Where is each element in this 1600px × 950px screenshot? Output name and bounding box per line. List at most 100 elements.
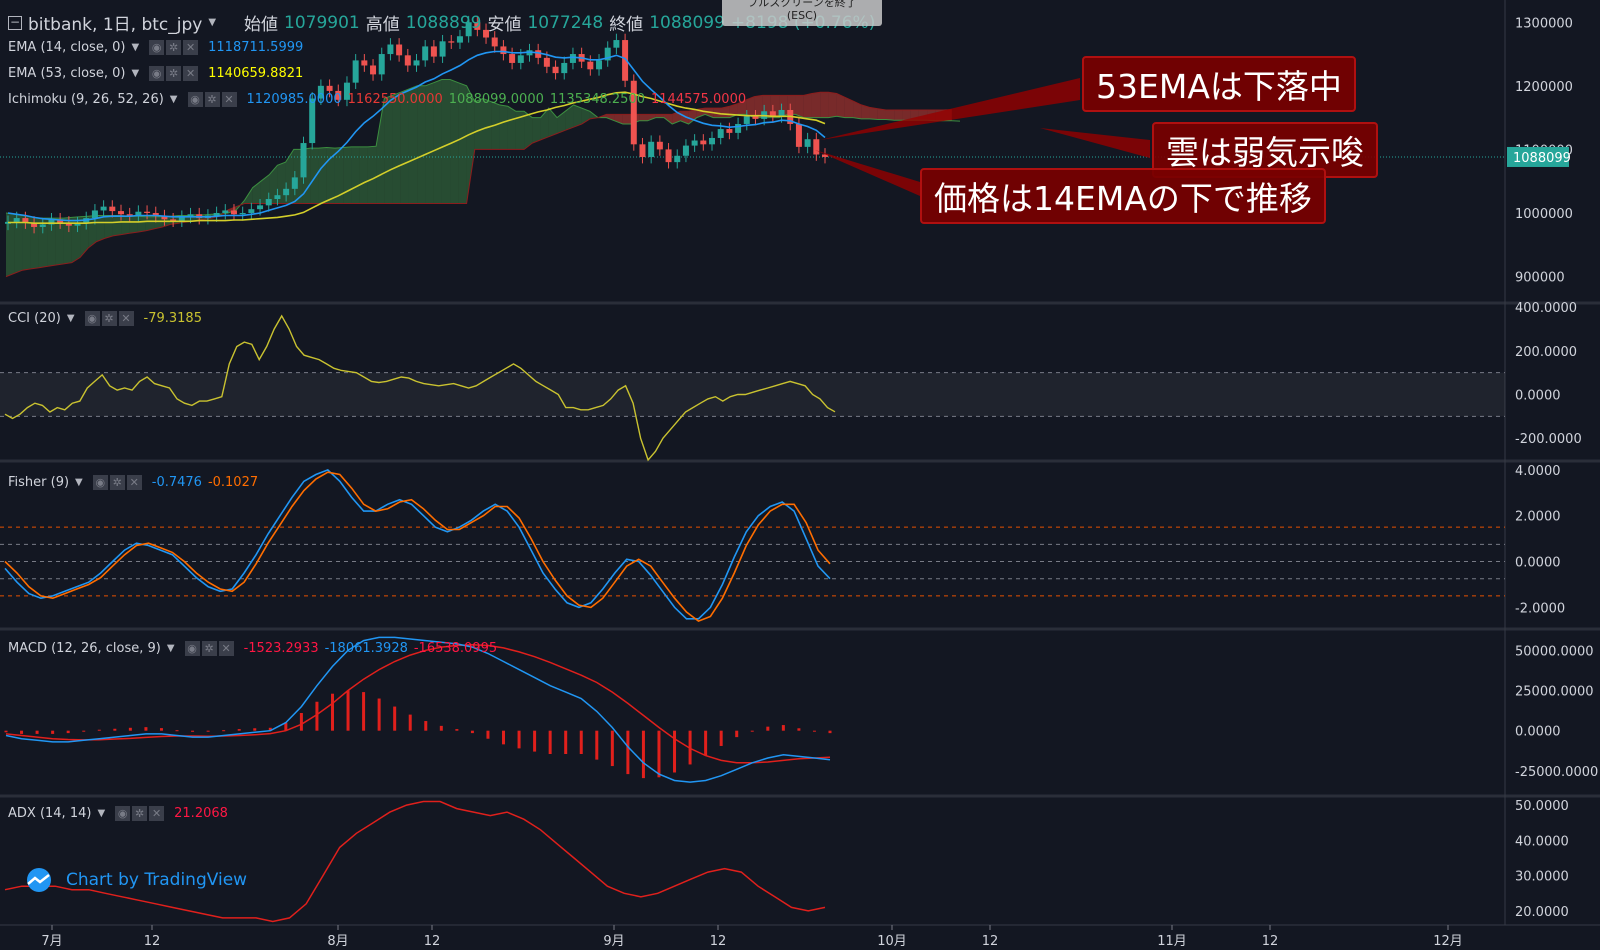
study-value: -1523.2933	[243, 641, 319, 656]
price-axis-label: 900000	[1515, 271, 1565, 286]
gear-icon[interactable]: ✲	[201, 641, 217, 656]
close-icon[interactable]: ✕	[221, 92, 237, 107]
chevron-down-icon[interactable]: ▼	[66, 313, 75, 324]
candle-body	[613, 40, 620, 48]
macd-axis-label: 25000.0000	[1515, 684, 1594, 699]
candle-body	[648, 141, 655, 158]
gear-icon[interactable]: ✲	[109, 475, 125, 490]
candle-body	[456, 36, 463, 43]
ichimoku-cloud-segment	[787, 95, 796, 115]
close-icon[interactable]: ✕	[149, 806, 165, 821]
adx-axis-label: 30.0000	[1515, 870, 1569, 885]
candle-body	[474, 22, 481, 30]
eye-icon[interactable]: ◉	[184, 641, 200, 656]
candle-body	[535, 50, 542, 58]
tradingview-branding[interactable]: Chart by TradingView	[22, 868, 247, 892]
chevron-down-icon[interactable]: ▼	[97, 808, 106, 819]
candle-body	[144, 211, 151, 213]
candle-body	[404, 55, 411, 66]
study-legend-adx[interactable]: ADX (14, 14) ▼ ◉ ✲ ✕ 21.2068	[8, 806, 228, 821]
candle-body	[257, 205, 264, 210]
study-legend-ema14[interactable]: EMA (14, close, 0) ▼ ◉ ✲ ✕ 1118711.5999	[8, 40, 303, 55]
gear-icon[interactable]: ✲	[132, 806, 148, 821]
close-icon[interactable]: ✕	[118, 311, 134, 326]
ichimoku-cloud-segment	[293, 149, 303, 204]
study-legend-fisher[interactable]: Fisher (9) ▼ ◉ ✲ ✕ -0.7476 -0.1027	[8, 475, 258, 490]
fullscreen-exit-button[interactable]: フルスクリーンを終了 (ESC)	[722, 0, 882, 26]
candle-body	[265, 199, 272, 206]
chevron-down-icon[interactable]: ▼	[75, 477, 83, 488]
macd-histogram-bar	[548, 730, 552, 754]
close-icon[interactable]: ✕	[218, 641, 234, 656]
ichimoku-cloud-segment	[326, 147, 335, 204]
ichimoku-cloud-segment	[400, 89, 409, 204]
eye-icon[interactable]: ◉	[187, 92, 203, 107]
annotation-pointer	[815, 150, 920, 196]
macd-histogram-bar	[330, 693, 334, 731]
chevron-down-icon[interactable]: ▼	[131, 42, 140, 53]
ichimoku-cloud-segment	[425, 82, 434, 204]
candle-body	[752, 116, 759, 119]
fullscreen-exit-shortcut: (ESC)	[786, 9, 818, 22]
gear-icon[interactable]: ✲	[166, 40, 182, 55]
macd-histogram-bar	[579, 730, 583, 754]
candle-body	[604, 47, 611, 61]
study-label: Ichimoku (9, 26, 52, 26)	[8, 92, 164, 107]
chevron-down-icon[interactable]: ▼	[169, 94, 178, 105]
eye-icon[interactable]: ◉	[92, 475, 108, 490]
macd-histogram-bar	[20, 730, 24, 734]
eye-icon[interactable]: ◉	[149, 40, 165, 55]
fisher-axis-label: 2.0000	[1515, 510, 1561, 525]
chevron-down-icon[interactable]: ▼	[208, 17, 217, 28]
study-legend-macd[interactable]: MACD (12, 26, close, 9) ▼ ◉ ✲ ✕ -1523.2933 …	[8, 641, 497, 656]
macd-histogram-bar	[159, 728, 163, 731]
gear-icon[interactable]: ✲	[101, 311, 117, 326]
cci-axis-label: 400.0000	[1515, 301, 1577, 316]
study-legend-cci[interactable]: CCI (20) ▼ ◉ ✲ ✕ -79.3185	[8, 311, 202, 326]
low-value: 1077248	[527, 12, 604, 33]
branding-text: Chart by TradingView	[66, 870, 248, 890]
study-value: -0.7476	[151, 475, 202, 490]
eye-icon[interactable]: ◉	[84, 311, 100, 326]
macd-histogram-bar	[377, 698, 381, 731]
gear-icon[interactable]: ✲	[204, 92, 220, 107]
ichimoku-cloud-segment	[853, 101, 862, 119]
ichimoku-cloud-segment	[811, 92, 821, 118]
price-axis-label: 1300000	[1515, 16, 1573, 31]
ichimoku-cloud-segment	[894, 109, 903, 121]
macd-histogram-bar	[128, 727, 132, 731]
chevron-down-icon[interactable]: ▼	[166, 643, 175, 654]
close-icon[interactable]: ✕	[183, 40, 199, 55]
macd-histogram-bar	[175, 730, 179, 732]
close-icon[interactable]: ✕	[183, 66, 199, 81]
candle-body	[91, 210, 98, 219]
study-legend-ema53[interactable]: EMA (53, close, 0) ▼ ◉ ✲ ✕ 1140659.8821	[8, 66, 303, 81]
close-icon[interactable]: ✕	[126, 475, 142, 490]
candle-body	[343, 82, 350, 100]
macd-histogram-bar	[766, 726, 770, 731]
annotation-pointer	[1040, 128, 1150, 158]
ichimoku-cloud-segment	[869, 107, 878, 120]
time-axis-label: 12	[710, 934, 727, 949]
macd-histogram-bar	[704, 730, 708, 756]
macd-histogram-bar	[237, 729, 241, 731]
minus-square-icon[interactable]: −	[8, 14, 22, 30]
macd-signal-line	[5, 643, 831, 764]
eye-icon[interactable]: ◉	[149, 66, 165, 81]
candle-body	[517, 55, 524, 63]
macd-histogram-bar	[797, 728, 801, 731]
eye-icon[interactable]: ◉	[115, 806, 131, 821]
study-legend-ichimoku[interactable]: Ichimoku (9, 26, 52, 26) ▼ ◉ ✲ ✕ 1120985.00…	[8, 92, 746, 107]
ichimoku-cloud-segment	[458, 82, 467, 204]
annotation-price-below-ema14[interactable]: 価格は14EMAの下で推移	[920, 168, 1326, 224]
time-axis-label: 10月	[877, 934, 907, 949]
macd-histogram-bar	[610, 730, 614, 767]
symbol-title[interactable]: bitbank, 1日, btc_jpy	[28, 15, 203, 35]
ichimoku-cloud-segment	[334, 147, 344, 204]
annotation-ema53-falling[interactable]: 53EMAは下落中	[1082, 56, 1356, 112]
ichimoku-cloud-segment	[252, 181, 261, 204]
gear-icon[interactable]: ✲	[166, 66, 182, 81]
macd-histogram-bar	[191, 730, 195, 732]
chevron-down-icon[interactable]: ▼	[131, 68, 140, 79]
ichimoku-cloud-segment	[433, 79, 442, 204]
